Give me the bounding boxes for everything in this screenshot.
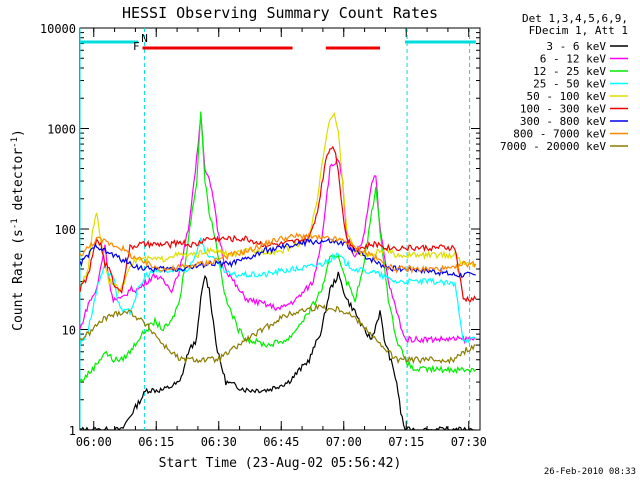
series-line-5 [80,145,477,303]
y-axis-label: Count Rate (s-1 detector-1) [10,129,26,331]
series-line-4 [80,111,477,294]
series-line-1 [80,116,477,345]
legend-label: 100 - 300 keV [520,103,606,116]
marker-label: N [141,32,148,45]
x-tick-label: 06:15 [138,435,174,449]
x-tick-label: 06:45 [263,435,299,449]
series-group [80,28,477,430]
series-line-6 [80,237,476,279]
x-tick-label: 07:15 [388,435,424,449]
legend-header-line: FDecim 1, Att 1 [529,24,628,37]
series-line-0 [80,271,476,430]
chart-title: HESSI Observing Summary Count Rates [122,4,438,22]
y-tick-label: 1 [69,424,76,438]
x-tick-label: 06:30 [201,435,237,449]
plot-area: 1 10 100 1000 10000 06:00 06:15 06:30 06:45 07:00… [40,22,487,449]
series-line-7 [80,231,477,275]
legend: Det 1,3,4,5,6,9,FDecim 1, Att 1 3 - 6 keV… [500,12,628,153]
y-tick-label: 1000 [47,123,76,137]
series-line-8 [80,302,476,365]
footer-date: 26-Feb-2010 08:33 [544,467,636,477]
x-tick-label: 07:00 [326,435,362,449]
x-axis-label: Start Time (23-Aug-02 05:56:42) [159,456,402,471]
marker-label: F [133,40,140,53]
legend-label: 6 - 12 keV [540,53,607,66]
legend-label: 50 - 100 keV [527,90,607,103]
y-tick-label: 10000 [40,22,76,36]
legend-label: 12 - 25 keV [533,65,606,78]
x-tick-label: 06:00 [76,435,112,449]
legend-label: 25 - 50 keV [533,78,606,91]
legend-label: 7000 - 20000 keV [500,140,606,153]
legend-label: 300 - 800 keV [520,115,606,128]
legend-header-line: Det 1,3,4,5,6,9, [522,12,628,25]
legend-label: 800 - 7000 keV [513,128,606,141]
series-line-2 [80,111,477,383]
series-line-3 [80,237,477,347]
y-tick-label: 10 [62,324,76,338]
y-tick-label: 100 [54,223,76,237]
legend-label: 3 - 6 keV [546,40,606,53]
x-tick-label: 07:30 [451,435,487,449]
